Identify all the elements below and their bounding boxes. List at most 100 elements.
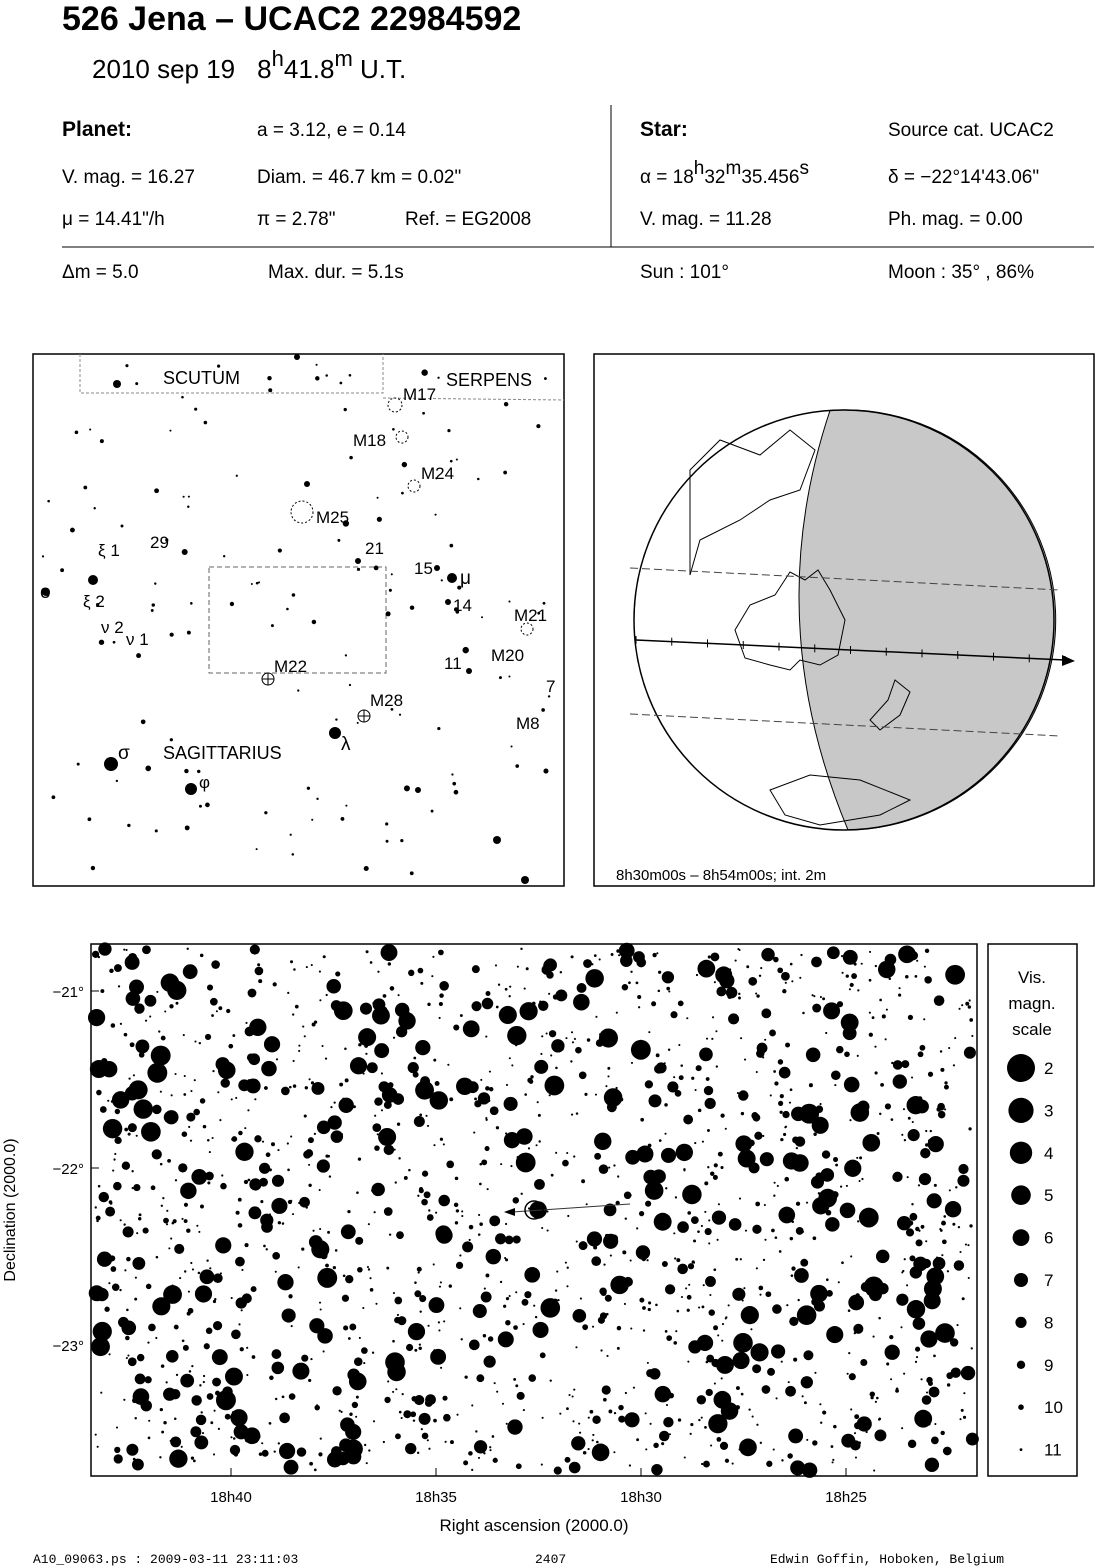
star [641,1256,647,1262]
star [413,1056,417,1060]
star [417,1194,420,1197]
star [791,1266,796,1271]
star [911,1120,914,1124]
star [826,1326,844,1344]
star [418,1412,431,1425]
star [123,948,126,951]
star [313,1020,318,1024]
star [555,989,568,1002]
star [664,1103,668,1107]
star [412,1419,416,1422]
star [160,1035,166,1041]
star [198,1399,201,1402]
star [658,1430,670,1442]
star [764,1038,767,1041]
star [848,1373,856,1381]
star [701,1305,705,1309]
star [841,1261,844,1265]
star [923,965,926,968]
star [715,1065,719,1068]
star [74,430,79,435]
continent [869,679,911,731]
star [386,1266,390,1270]
star [700,1462,704,1466]
star [964,1243,968,1246]
star [303,1358,307,1361]
star [478,1213,481,1217]
star [421,1198,428,1206]
star [876,1396,879,1400]
star [719,972,735,989]
star [958,1163,969,1175]
star [628,1464,632,1467]
star [179,1277,182,1280]
star [447,1063,450,1066]
star [713,1325,719,1331]
star [594,1152,602,1160]
star [459,1254,462,1257]
star [335,971,341,977]
star [497,1331,514,1348]
star [184,768,189,774]
star [174,1179,178,1182]
star [246,1346,249,1349]
star [254,1098,257,1101]
star [212,1299,217,1304]
star [342,520,350,527]
star [392,1036,396,1039]
star [786,1304,789,1307]
x-tick-label: 18h35 [415,1489,457,1506]
star [836,1045,844,1054]
star [801,1268,804,1271]
star [264,811,268,815]
star [716,1437,722,1442]
star [566,1407,569,1411]
star [92,1321,112,1342]
star [877,1282,889,1295]
star [109,1201,113,1205]
star [920,1330,938,1348]
star [896,1293,909,1306]
star [833,1424,837,1429]
star [553,1466,562,1475]
star [794,1268,809,1283]
star [702,1055,705,1058]
star [677,1000,684,1007]
star [279,1412,290,1424]
star [369,961,373,964]
star [128,952,138,963]
star [743,1287,746,1290]
star [96,603,100,607]
star [304,1086,309,1090]
time: 8 [257,54,271,84]
x-axis-label: Right ascension (2000.0) [439,1516,628,1535]
star [700,1416,703,1419]
star [613,1451,616,1454]
star [400,839,404,843]
star [142,1227,149,1234]
star [740,1306,759,1325]
star [342,1097,345,1100]
star [219,1272,222,1275]
star [677,1221,689,1233]
star [123,1032,128,1037]
star [186,947,189,950]
star [636,1154,639,1158]
star [200,1411,203,1414]
star [407,1322,426,1341]
finder-label: SCUTUM [163,368,240,388]
star [800,1258,809,1267]
star [244,1127,247,1130]
star [851,1205,854,1208]
star [229,1444,241,1456]
star [664,1284,676,1295]
star [856,1156,859,1159]
star [690,1422,694,1427]
star [546,1314,549,1317]
legend-label: 4 [1044,1144,1053,1163]
frame [593,353,1095,887]
star [504,1222,508,1226]
star [261,1449,269,1457]
target-star [524,1200,544,1220]
star [381,1087,398,1103]
